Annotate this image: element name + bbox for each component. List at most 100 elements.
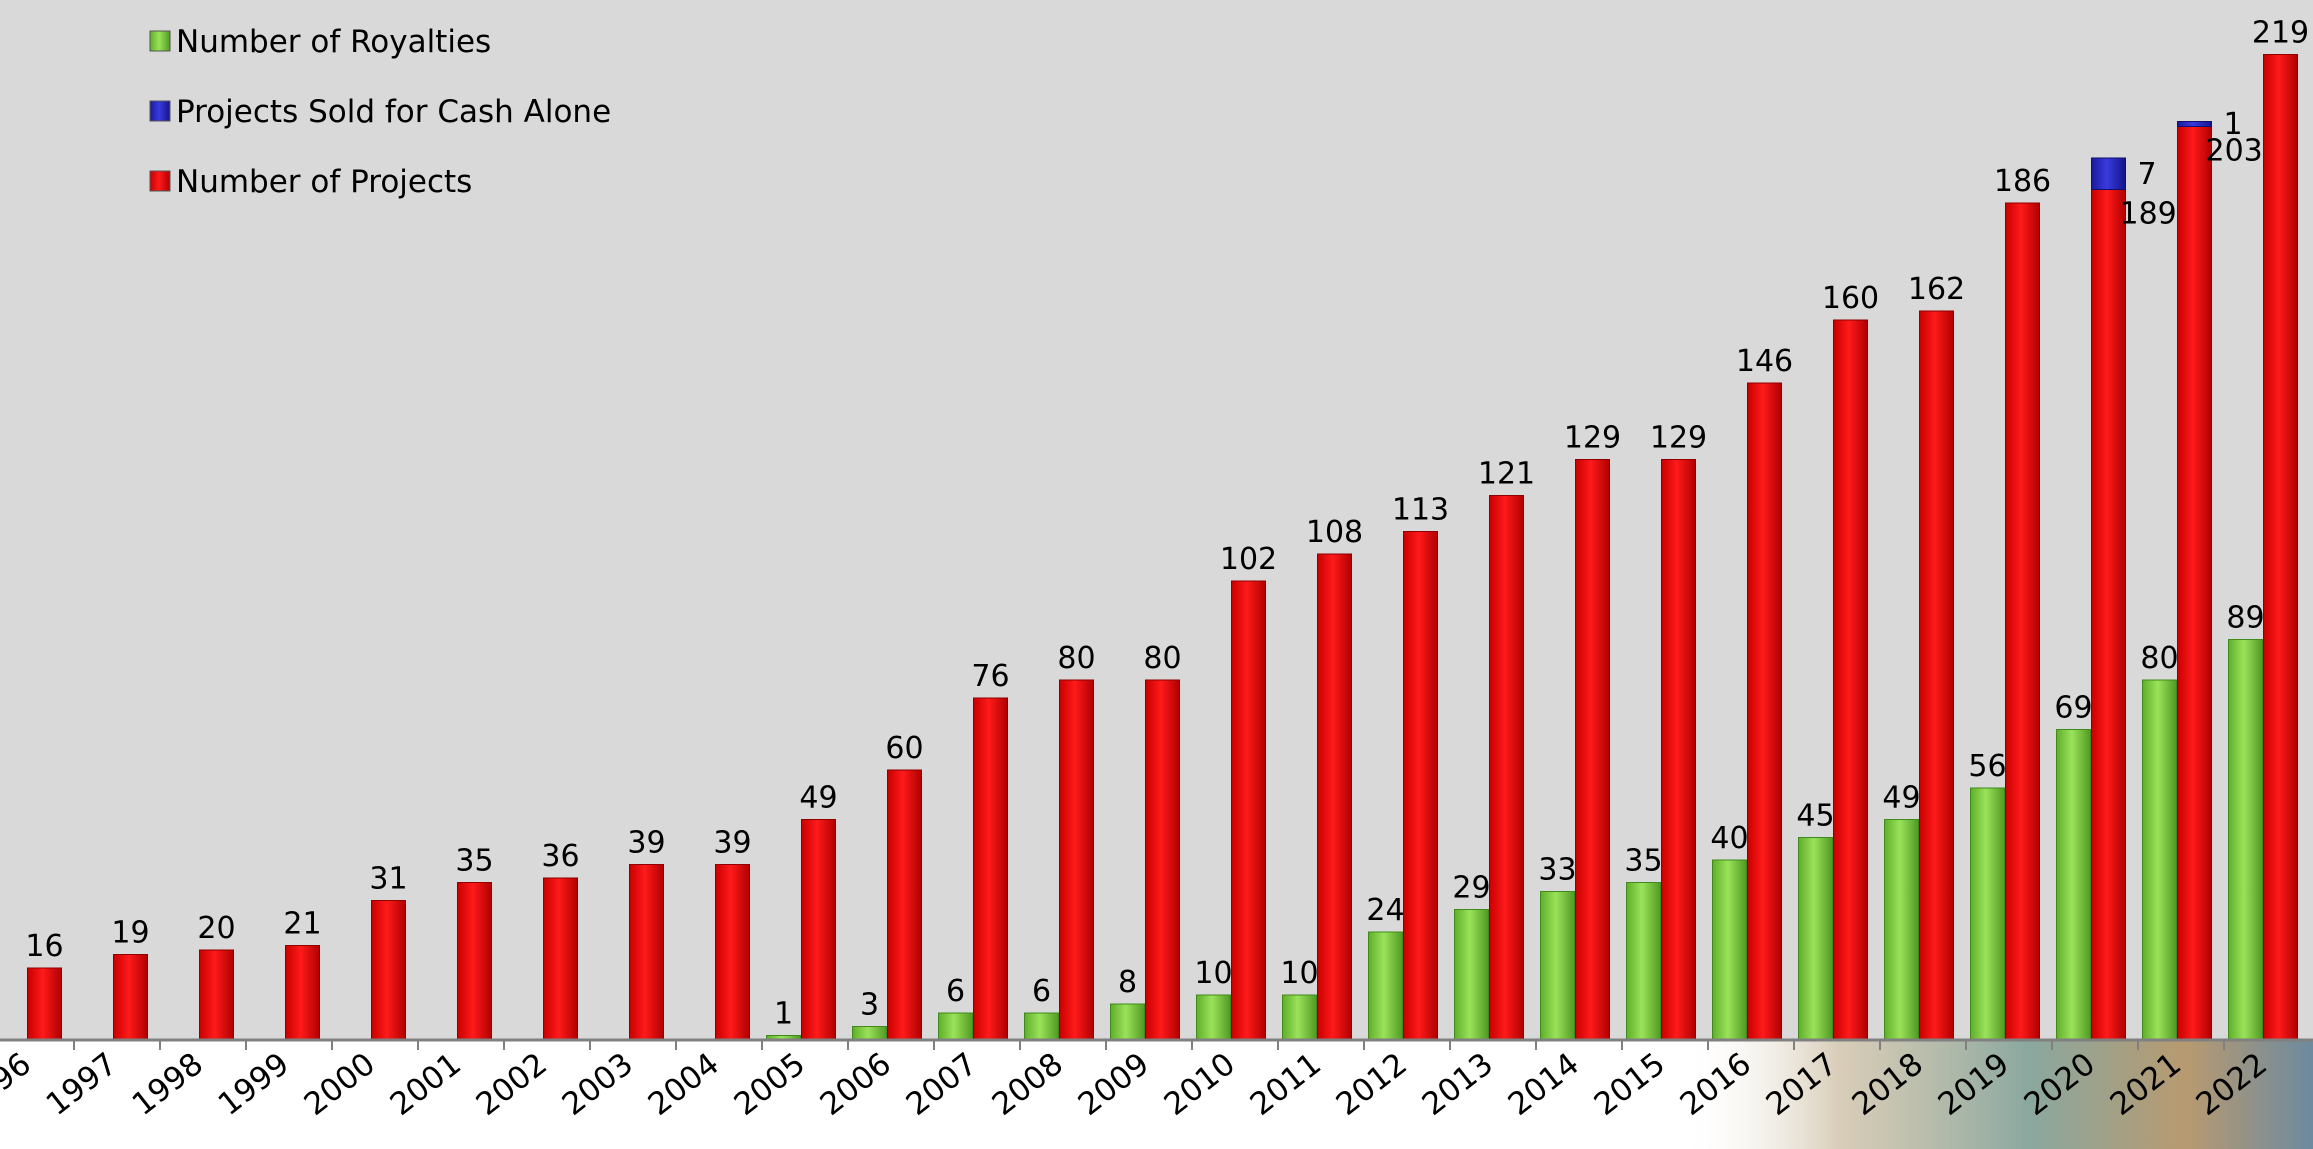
royalties-bar-2022 <box>2228 639 2263 1041</box>
projects-bar-2020 <box>2091 189 2126 1041</box>
royalties-bar-2009 <box>1110 1003 1145 1041</box>
royalties-label-2011: 10 <box>1280 956 1318 991</box>
legend-label-2: Projects Sold for Cash Alone <box>176 94 611 130</box>
royalties-bar-2010 <box>1196 994 1231 1041</box>
projects-bar-2015 <box>1661 459 1696 1041</box>
royalties-label-2017: 45 <box>1796 799 1834 834</box>
royalties-label-2005: 1 <box>774 997 793 1032</box>
royalties-label-2021: 80 <box>2140 641 2178 676</box>
legend-label-1: Number of Royalties <box>176 24 491 60</box>
x-tick-label-2008: 2008 <box>986 1046 1070 1123</box>
projects-bar-2007 <box>973 697 1008 1041</box>
projects-bar-2009 <box>1145 679 1180 1041</box>
legend-swatch-3 <box>149 170 171 192</box>
royalties-bar-2011 <box>1282 994 1317 1041</box>
projects-label-2007: 76 <box>971 659 1009 694</box>
projects-bar-2000 <box>371 900 406 1041</box>
projects-bar-2013 <box>1489 495 1524 1041</box>
royalties-bar-2020 <box>2056 729 2091 1041</box>
projects-bar-2001 <box>457 882 492 1041</box>
projects-bar-2006 <box>887 769 922 1041</box>
royalties-bar-2012 <box>1368 931 1403 1041</box>
projects-label-1999: 21 <box>283 907 321 942</box>
projects-label-1998: 20 <box>197 911 235 946</box>
projects-bar-2008 <box>1059 679 1094 1041</box>
projects-label-2006: 60 <box>885 731 923 766</box>
projects-bar-2021 <box>2177 126 2212 1041</box>
projects-bar-2022 <box>2263 54 2298 1041</box>
terrain-decoration <box>1680 1040 2313 1149</box>
projects-bar-2002 <box>543 877 578 1041</box>
x-tick-label-2014: 2014 <box>1502 1046 1586 1123</box>
x-tick-label-1996: 1996 <box>0 1046 38 1123</box>
x-tick-label-2002: 2002 <box>470 1046 554 1123</box>
royalties-label-2022: 89 <box>2226 601 2264 636</box>
x-tick-label-2009: 2009 <box>1072 1046 1156 1123</box>
projects-label-2020: 189 <box>2120 197 2177 232</box>
projects-label-2014: 129 <box>1564 421 1621 456</box>
x-tick-label-2003: 2003 <box>556 1046 640 1123</box>
royalties-bar-2007 <box>938 1012 973 1041</box>
projects-bar-2019 <box>2005 202 2040 1041</box>
x-tick-label-2007: 2007 <box>900 1046 984 1123</box>
x-tick-label-2000: 2000 <box>298 1046 382 1123</box>
x-tick-label-2012: 2012 <box>1330 1046 1414 1123</box>
cash-bar-2021 <box>2177 121 2212 127</box>
projects-bar-2018 <box>1919 310 1954 1041</box>
projects-bar-1998 <box>199 949 234 1041</box>
projects-label-2021: 203 <box>2206 134 2263 169</box>
projects-label-2015: 129 <box>1650 421 1707 456</box>
royalties-label-2009: 8 <box>1118 965 1137 1000</box>
projects-bar-2004 <box>715 864 750 1041</box>
royalties-bar-2008 <box>1024 1012 1059 1041</box>
projects-bar-1997 <box>113 954 148 1041</box>
royalties-bar-2013 <box>1454 909 1489 1041</box>
projects-bar-2011 <box>1317 553 1352 1041</box>
royalties-label-2007: 6 <box>946 974 965 1009</box>
projects-label-2009: 80 <box>1143 641 1181 676</box>
projects-label-2001: 35 <box>455 844 493 879</box>
projects-bar-2005 <box>801 819 836 1041</box>
projects-label-2016: 146 <box>1736 344 1793 379</box>
projects-label-2008: 80 <box>1057 641 1095 676</box>
projects-bar-2017 <box>1833 319 1868 1041</box>
royalties-label-2016: 40 <box>1710 821 1748 856</box>
projects-label-2011: 108 <box>1306 515 1363 550</box>
x-tick-label-2001: 2001 <box>384 1046 468 1123</box>
projects-label-1997: 19 <box>111 916 149 951</box>
royalties-bar-2014 <box>1540 891 1575 1041</box>
projects-label-2017: 160 <box>1822 281 1879 316</box>
projects-label-2000: 31 <box>369 862 407 897</box>
royalties-label-2015: 35 <box>1624 844 1662 879</box>
projects-bar-2016 <box>1747 382 1782 1041</box>
royalties-bar-2019 <box>1970 787 2005 1041</box>
projects-label-2022: 219 <box>2252 16 2309 51</box>
royalties-bar-2017 <box>1798 837 1833 1041</box>
x-tick-label-2015: 2015 <box>1588 1046 1672 1123</box>
cash-bar-2020 <box>2091 157 2126 190</box>
projects-label-2010: 102 <box>1220 542 1277 577</box>
projects-label-1996: 16 <box>25 929 63 964</box>
projects-label-2003: 39 <box>627 826 665 861</box>
projects-label-2002: 36 <box>541 839 579 874</box>
x-tick-label-2013: 2013 <box>1416 1046 1500 1123</box>
royalties-label-2019: 56 <box>1968 749 2006 784</box>
x-tick-label-2011: 2011 <box>1244 1046 1328 1123</box>
x-tick-label-2010: 2010 <box>1158 1046 1242 1123</box>
projects-bar-2012 <box>1403 531 1438 1041</box>
royalties-label-2010: 10 <box>1194 956 1232 991</box>
royalties-label-2013: 29 <box>1452 871 1490 906</box>
x-tick-label-2005: 2005 <box>728 1046 812 1123</box>
legend-label-3: Number of Projects <box>176 164 472 200</box>
projects-bar-2014 <box>1575 459 1610 1041</box>
cash-label-2020: 7 <box>2138 157 2157 192</box>
royalties-bar-2018 <box>1884 819 1919 1041</box>
x-tick-label-2004: 2004 <box>642 1046 726 1123</box>
x-tick-label-1997: 1997 <box>40 1046 124 1123</box>
projects-label-2005: 49 <box>799 781 837 816</box>
projects-label-2013: 121 <box>1478 457 1535 492</box>
royalties-bar-2015 <box>1626 882 1661 1041</box>
royalties-bar-2021 <box>2142 679 2177 1041</box>
